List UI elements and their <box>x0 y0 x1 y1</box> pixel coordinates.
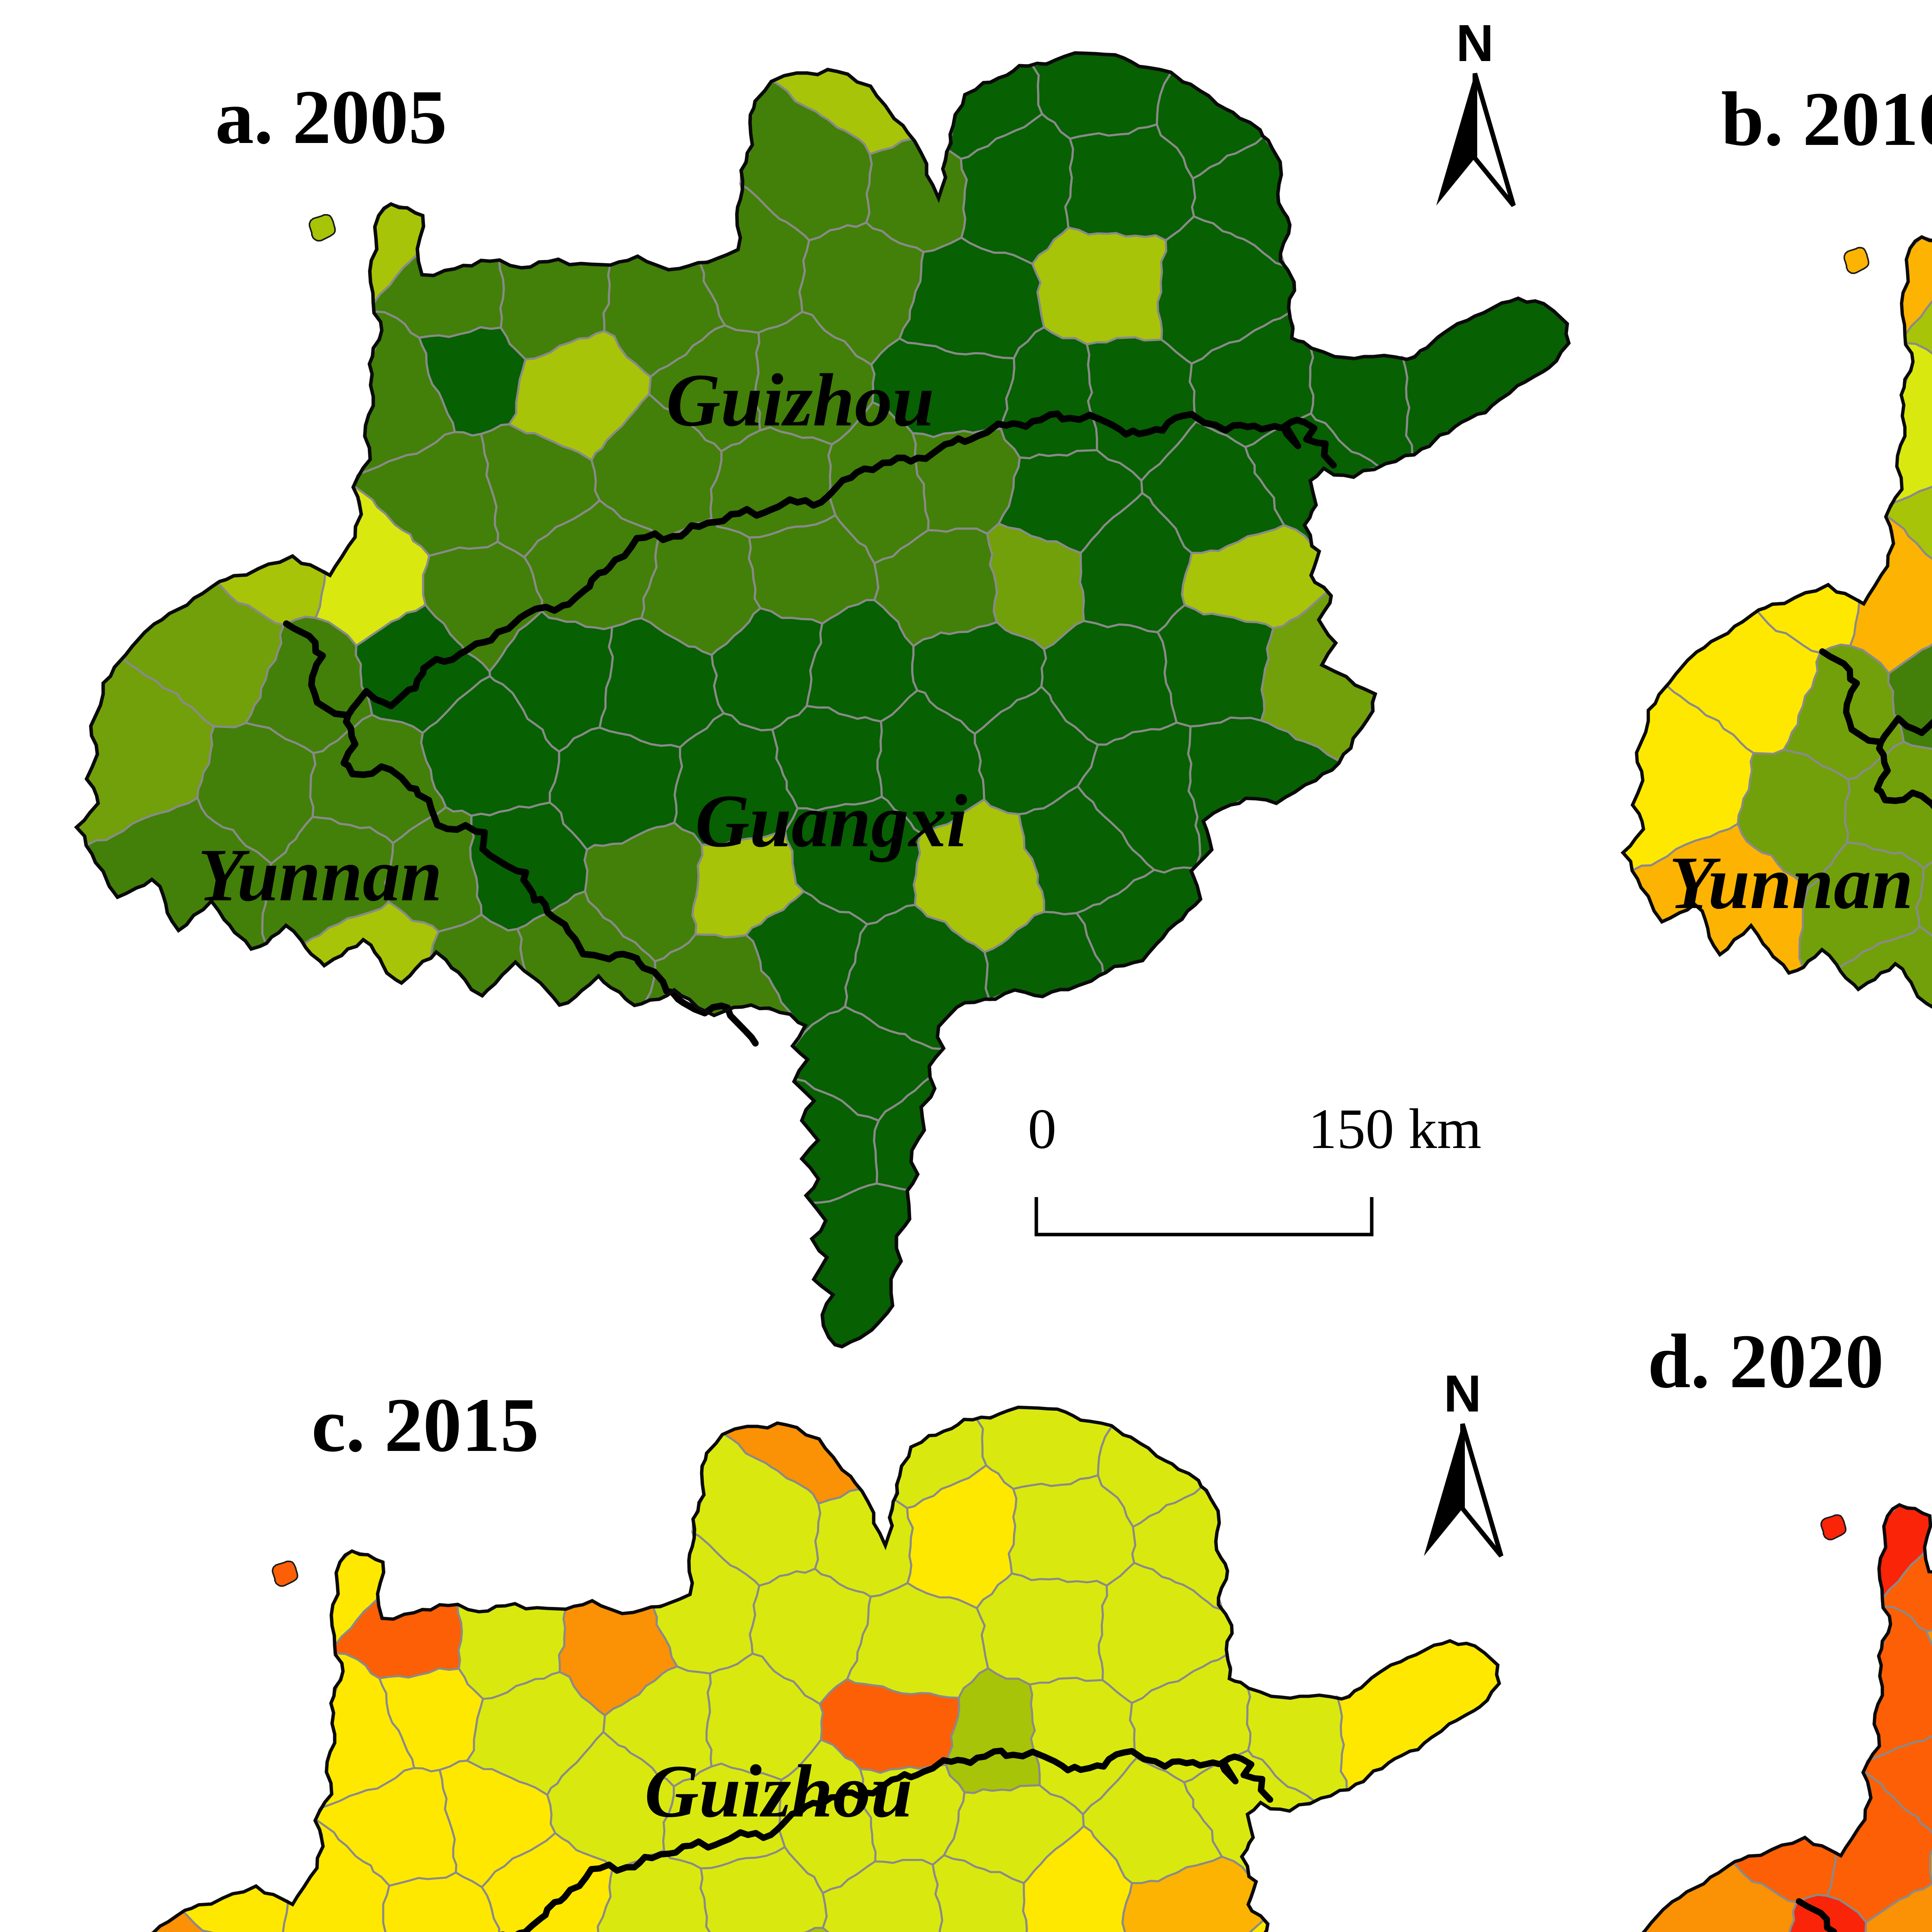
svg-text:N: N <box>1444 1364 1481 1423</box>
svg-text:b. 2010: b. 2010 <box>1721 77 1932 162</box>
svg-text:N: N <box>1456 14 1494 72</box>
svg-text:Yunnan: Yunnan <box>198 833 442 917</box>
svg-text:Guizhou: Guizhou <box>666 359 934 442</box>
svg-text:150 km: 150 km <box>1308 1097 1481 1161</box>
svg-text:0: 0 <box>1028 1097 1056 1161</box>
svg-text:c. 2015: c. 2015 <box>311 1383 539 1468</box>
svg-text:Guizhou: Guizhou <box>645 1750 913 1833</box>
svg-text:Yunnan: Yunnan <box>1669 841 1913 925</box>
svg-text:Guangxi: Guangxi <box>695 779 967 863</box>
svg-text:d. 2020: d. 2020 <box>1648 1319 1884 1404</box>
svg-text:a. 2005: a. 2005 <box>215 75 447 160</box>
